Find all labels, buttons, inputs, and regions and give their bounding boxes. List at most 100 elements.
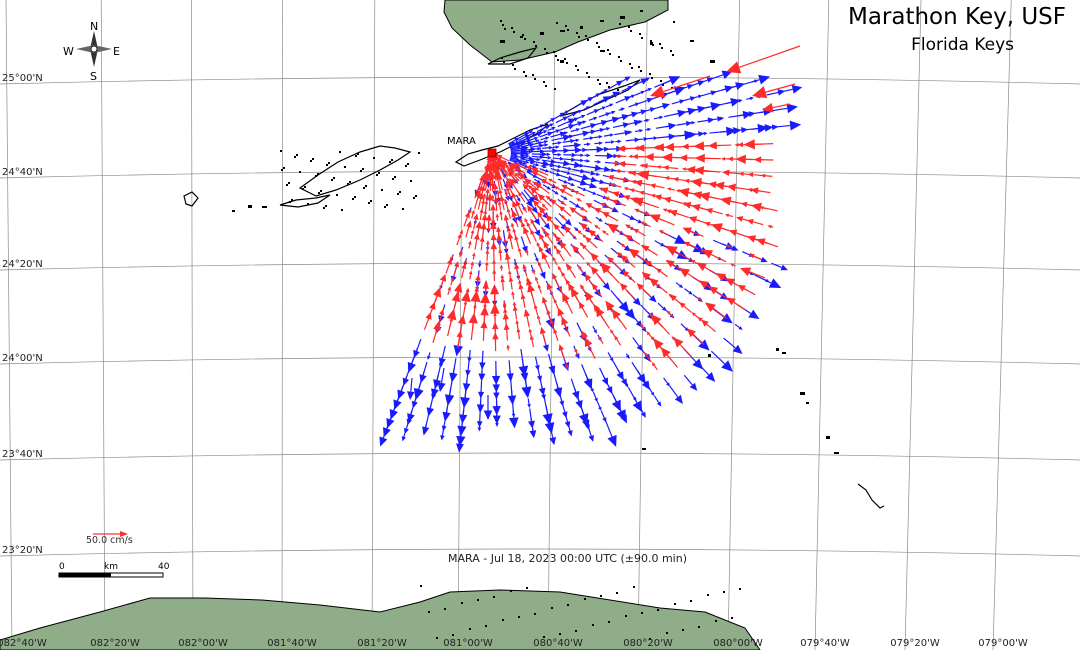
away-vector-shaft bbox=[533, 178, 539, 182]
away-vector-head bbox=[516, 197, 521, 203]
toward-vector-shaft bbox=[599, 338, 604, 344]
toward-vector-head bbox=[624, 234, 633, 241]
key-islet bbox=[283, 167, 285, 169]
toward-vector-head bbox=[515, 319, 520, 324]
away-vector-head bbox=[422, 430, 427, 436]
away-vector-shaft bbox=[602, 94, 615, 101]
toward-vector-shaft bbox=[593, 233, 604, 243]
toward-vector-head bbox=[639, 163, 644, 168]
away-vector-shaft bbox=[531, 148, 538, 150]
coast-islet bbox=[739, 588, 741, 590]
coast-islet bbox=[641, 612, 643, 614]
toward-vector-shaft bbox=[668, 167, 679, 170]
longitude-gridline bbox=[904, 0, 922, 650]
key-islet bbox=[504, 28, 506, 30]
toward-vector-head bbox=[541, 296, 548, 304]
away-vector-shaft bbox=[557, 121, 570, 127]
toward-vector-shaft bbox=[554, 302, 559, 309]
away-vector-shaft bbox=[634, 91, 642, 96]
toward-vector-shaft bbox=[492, 158, 497, 171]
toward-vector-head bbox=[513, 162, 521, 168]
station-marker[interactable] bbox=[487, 148, 497, 158]
toward-vector-shaft bbox=[728, 214, 733, 218]
toward-vector-shaft bbox=[526, 316, 530, 328]
toward-vector-head bbox=[516, 327, 521, 333]
key-islet bbox=[360, 170, 362, 172]
toward-vector-head bbox=[512, 305, 518, 311]
longitude-gridline bbox=[814, 0, 830, 650]
toward-vector-head bbox=[747, 187, 753, 193]
toward-vector-shaft bbox=[445, 263, 450, 274]
toward-vector-shaft bbox=[674, 250, 692, 261]
toward-vector-head bbox=[531, 170, 539, 177]
toward-vector-head bbox=[474, 189, 482, 199]
toward-vector-shaft bbox=[470, 233, 474, 239]
toward-vector-head bbox=[559, 286, 563, 291]
coast-islet bbox=[674, 603, 676, 605]
away-vector-shaft bbox=[589, 94, 597, 100]
away-vector-shaft bbox=[663, 80, 671, 85]
longitude-gridline bbox=[100, 0, 106, 650]
toward-vector-head bbox=[750, 202, 762, 212]
toward-vector-head bbox=[556, 248, 562, 255]
away-vector-shaft bbox=[600, 119, 613, 124]
toward-vector-shaft bbox=[739, 45, 801, 68]
toward-vector-shaft bbox=[565, 300, 574, 314]
away-vector-head bbox=[710, 102, 722, 112]
toward-vector-head bbox=[447, 286, 452, 291]
toward-vector-head bbox=[512, 200, 518, 208]
toward-vector-shaft bbox=[643, 192, 653, 196]
away-vector-head bbox=[511, 413, 516, 418]
away-vector-head bbox=[544, 247, 552, 256]
toward-vector-shaft bbox=[557, 227, 565, 237]
toward-vector-head bbox=[479, 236, 485, 242]
toward-vector-head bbox=[492, 259, 497, 264]
toward-vector-head bbox=[694, 153, 705, 163]
toward-vector-shaft bbox=[754, 143, 774, 145]
away-vector-head bbox=[547, 155, 552, 160]
away-vector-shaft bbox=[552, 142, 559, 145]
toward-vector-head bbox=[611, 308, 621, 320]
toward-vector-shaft bbox=[771, 226, 774, 228]
coast-islet bbox=[428, 611, 430, 613]
toward-vector-head bbox=[579, 242, 584, 247]
toward-vector-shaft bbox=[520, 195, 526, 203]
toward-vector-shaft bbox=[595, 288, 603, 298]
toward-vector-head bbox=[662, 165, 669, 171]
map-subtitle: Florida Keys bbox=[911, 35, 1014, 55]
away-vector-head bbox=[483, 410, 493, 420]
toward-vector-head bbox=[643, 212, 649, 217]
key-islet bbox=[514, 68, 516, 70]
key-islet bbox=[302, 188, 304, 190]
key-islet bbox=[660, 80, 662, 82]
key-islet bbox=[320, 190, 322, 192]
away-vector-shaft bbox=[509, 158, 519, 163]
toward-vector-head bbox=[480, 222, 487, 230]
away-vector-head bbox=[543, 130, 548, 134]
toward-vector-head bbox=[707, 141, 717, 150]
key-islet bbox=[556, 22, 558, 24]
toward-vector-head bbox=[496, 189, 500, 194]
toward-vector-shaft bbox=[752, 221, 764, 226]
away-vector-head bbox=[632, 397, 637, 402]
toward-vector-head bbox=[485, 188, 490, 194]
away-vector-head bbox=[599, 128, 605, 133]
away-vector-head bbox=[586, 142, 591, 147]
toward-vector-shaft bbox=[607, 214, 619, 222]
away-vector-shaft bbox=[570, 129, 577, 133]
away-vector-head bbox=[557, 141, 562, 145]
toward-vector-head bbox=[498, 248, 503, 254]
away-vector-head bbox=[606, 386, 613, 395]
away-vector-shaft bbox=[520, 158, 531, 162]
key-islet bbox=[524, 38, 526, 40]
away-vector-shaft bbox=[562, 140, 571, 143]
toward-vector-shaft bbox=[711, 210, 723, 215]
away-vector-shaft bbox=[742, 251, 750, 256]
key-islet bbox=[344, 166, 346, 168]
away-vector-shaft bbox=[530, 140, 536, 144]
toward-vector-head bbox=[509, 177, 516, 186]
away-vector-shaft bbox=[559, 174, 569, 179]
toward-vector-shaft bbox=[519, 251, 522, 258]
